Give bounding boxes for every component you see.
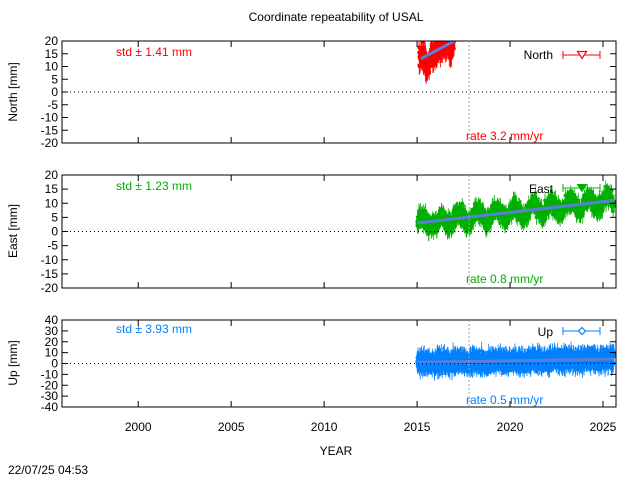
- panel-east: East [mm] std ± 1.23 mm rate 0.8 mm/yr E…: [6, 168, 617, 295]
- north-points: [417, 31, 456, 85]
- north-data-point: [444, 34, 448, 38]
- east-legend-marker-icon: [576, 184, 588, 193]
- east-data-point: [543, 198, 547, 203]
- north-legend-marker-icon: [576, 50, 588, 60]
- north-data-point: [452, 35, 456, 39]
- east-y-tick-label: 5: [51, 210, 58, 224]
- north-y-tick-label: -5: [47, 98, 58, 112]
- east-data-point: [481, 208, 486, 213]
- east-y-tick-label: 15: [45, 182, 59, 196]
- north-data-series: [417, 31, 456, 85]
- north-y-tick-label: -15: [41, 123, 59, 137]
- east-y-tick-label: -15: [41, 267, 59, 281]
- north-data-point: [452, 33, 456, 37]
- north-y-tick-label: 20: [45, 34, 59, 48]
- north-data-point: [447, 31, 451, 35]
- north-y-tick-label: 5: [51, 72, 58, 86]
- up-points: [415, 341, 616, 381]
- north-legend: North: [524, 48, 601, 62]
- east-y-tick-label: -10: [41, 253, 59, 267]
- east-legend: East: [529, 182, 601, 196]
- east-y-tick-label: -20: [41, 281, 59, 295]
- panel-up: Up [mm] std ± 3.93 mm rate 0.5 mm/yr Up …: [6, 313, 617, 414]
- panel-north: North [mm] std ± 1.41 mm rate 3.2 mm/yr …: [6, 31, 617, 150]
- east-y-tick-label: -5: [47, 239, 58, 253]
- north-data-point: [451, 35, 455, 39]
- north-data-point: [450, 37, 454, 41]
- north-data-point: [436, 35, 440, 39]
- east-data-series: [415, 180, 616, 242]
- east-legend-label: East: [529, 182, 554, 196]
- north-data-point: [439, 33, 443, 37]
- east-points: [415, 180, 616, 242]
- north-y-tick-label: 15: [45, 47, 59, 61]
- chart-title: Coordinate repeatability of USAL: [249, 10, 424, 24]
- north-legend-label: North: [524, 48, 553, 62]
- north-y-axis-label: North [mm]: [6, 62, 20, 121]
- north-data-point: [447, 33, 451, 37]
- north-y-tick-label: 0: [51, 85, 58, 99]
- east-std-label: std ± 1.23 mm: [116, 179, 192, 193]
- east-y-tick-label: 20: [45, 168, 59, 182]
- east-data-point: [460, 201, 465, 206]
- north-data-point: [441, 36, 445, 40]
- north-rate-label: rate 3.2 mm/yr: [466, 129, 543, 143]
- north-std-label: std ± 1.41 mm: [116, 45, 192, 59]
- north-data-point: [440, 34, 444, 38]
- north-y-tick-label: -10: [41, 111, 59, 125]
- north-trend-line: [420, 41, 455, 61]
- east-trend-line: [416, 198, 615, 225]
- east-y-axis-label: East [mm]: [6, 204, 20, 258]
- north-data-point: [441, 35, 445, 39]
- east-y-tick-label: 10: [45, 196, 59, 210]
- east-rate-label: rate 0.8 mm/yr: [466, 272, 543, 286]
- north-y-tick-label: -20: [41, 136, 59, 150]
- east-y-tick-label: 0: [51, 225, 58, 239]
- up-data-series: [415, 341, 616, 381]
- east-data-point: [580, 214, 585, 218]
- north-y-tick-label: 10: [45, 60, 59, 74]
